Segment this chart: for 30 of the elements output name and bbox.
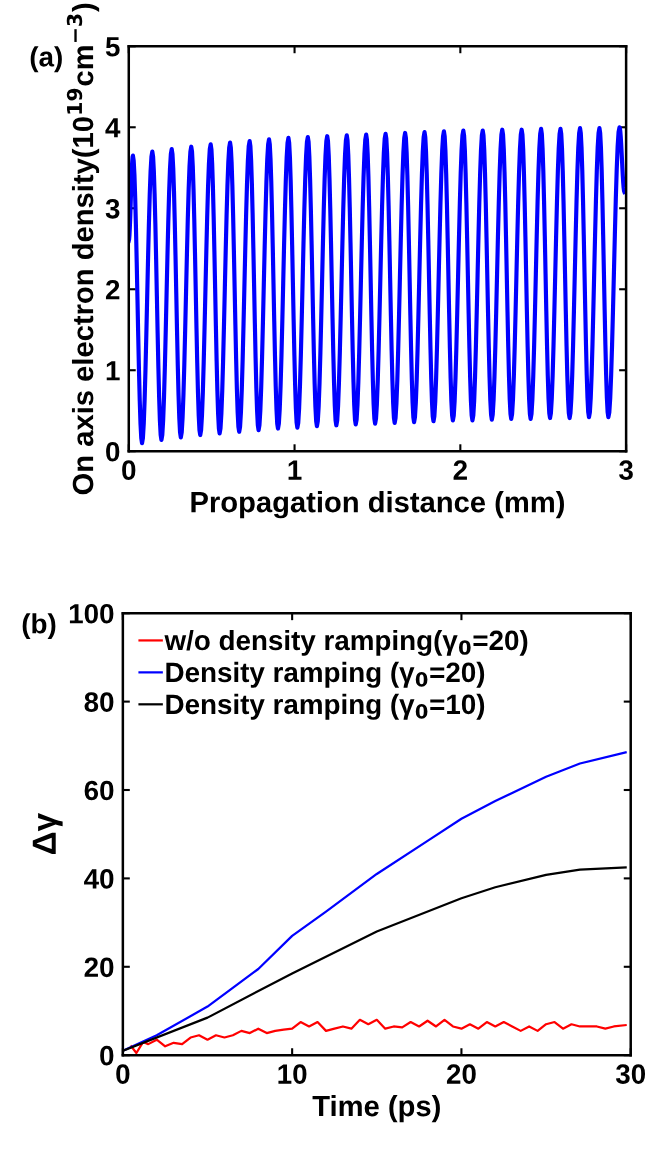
y-tick-label: 0: [106, 441, 120, 462]
y-tick-label: 60: [84, 780, 114, 801]
legend-label: Density ramping (γ$_{0}$=20): [166, 661, 485, 688]
x-axis-title: Time (ps): [312, 1094, 440, 1123]
x-tick-label: 3: [619, 460, 633, 481]
x-tick-label: 2: [453, 460, 467, 480]
x-axis-title: Propagation distance (mm): [191, 491, 564, 519]
y-axis-title: Δγ: [32, 813, 63, 855]
x-tick-label: 20: [446, 1064, 476, 1084]
y-tick-label: 2: [105, 279, 120, 300]
legend-label: w/o density ramping(γ$_{0}$=20): [164, 629, 528, 656]
y-tick-label: 4: [105, 118, 121, 138]
y-tick-label: 80: [84, 692, 114, 712]
text: (a): [30, 46, 62, 73]
line-series: [122, 751, 627, 1052]
line-series: [130, 1018, 627, 1055]
y-tick-label: 40: [84, 869, 114, 889]
y-tick-label: 100: [69, 603, 114, 624]
y-tick-label: 20: [84, 957, 114, 978]
text: (b): [22, 613, 56, 640]
y-axis-title: On axis electron density(10$^{19}$cm$^{−3}$): [66, 3, 100, 495]
x-tick-label: 1: [288, 460, 302, 480]
y-tick-label: 1: [106, 361, 120, 381]
legend-label: Density ramping (γ$_{0}$=10): [166, 693, 485, 720]
x-tick-label: 0: [122, 460, 136, 480]
x-tick-label: 10: [278, 1064, 307, 1084]
y-tick-label: 5: [105, 37, 120, 57]
y-tick-label: 3: [105, 198, 120, 219]
y-tick-label: 0: [100, 1045, 114, 1066]
x-tick-label: 30: [615, 1064, 646, 1084]
